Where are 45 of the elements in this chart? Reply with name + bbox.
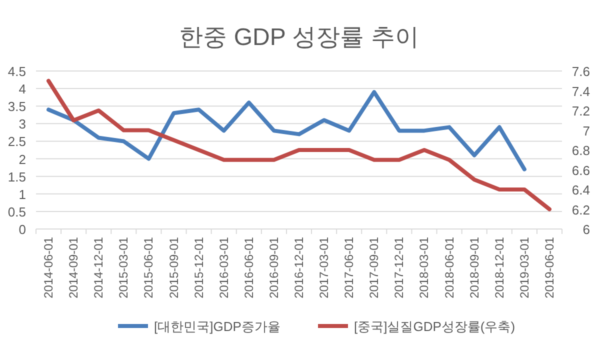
y-tick-label: 2: [18, 152, 26, 167]
line-series: [46, 78, 552, 212]
y2-tick-label: 6.8: [572, 143, 590, 158]
x-tick-label: 2019-03-01: [517, 236, 532, 298]
y-tick-label: 3.5: [8, 99, 26, 114]
x-tick-label: 2014-12-01: [92, 236, 106, 298]
y-tick-label: 4.5: [8, 64, 26, 79]
x-tick-label: 2016-12-01: [292, 236, 306, 298]
x-tick-label: 2014-09-01: [66, 236, 81, 298]
x-tick-label: 2019-06-01: [542, 236, 556, 298]
y-tick-label: 4: [18, 82, 26, 97]
y2-tick-label: 6.4: [572, 182, 590, 198]
x-tick-label: 2018-03-01: [417, 236, 432, 298]
x-tick-label: 2015-03-01: [116, 236, 131, 298]
x-tick-label: 2017-03-01: [317, 236, 332, 298]
x-tick-label: 2015-09-01: [166, 236, 181, 298]
x-tick-label: 2014-06-01: [42, 236, 56, 298]
y2-tick-label: 7.2: [572, 104, 590, 118]
y-tick-label: 1.5: [8, 169, 26, 184]
legend-label: [중국]실질GDP성장률(우축): [354, 319, 516, 334]
x-tick-label: 2017-06-01: [342, 236, 356, 298]
y2-tick-label: 7.4: [572, 84, 590, 99]
x-tick-label: 2016-06-01: [242, 236, 256, 298]
chart-title: 한중 GDP 성장률 추이: [179, 24, 419, 51]
y2-tick-label: 7: [582, 123, 590, 138]
x-tick-label: 2018-09-01: [467, 236, 482, 298]
y-tick-label: 1: [18, 186, 26, 202]
y-tick-label: 0.5: [8, 204, 26, 220]
y2-tick-label: 6.6: [572, 162, 590, 178]
x-tick-label: 2018-06-01: [442, 236, 456, 298]
y-tick-label: 2.5: [8, 134, 26, 150]
y2-tick-label: 6: [582, 222, 590, 237]
x-tick-label: 2016-03-01: [216, 236, 231, 298]
x-tick-label: 2017-09-01: [367, 236, 382, 298]
x-tick-label: 2018-12-01: [492, 236, 506, 298]
x-tick-label: 2015-12-01: [192, 236, 206, 298]
x-tick-label: 2015-06-01: [142, 236, 156, 298]
line-series: [46, 90, 526, 172]
x-tick-label: 2017-12-01: [392, 236, 406, 298]
legend-label: [대한민국]GDP증가율: [154, 319, 280, 334]
y-tick-label: 3: [18, 116, 26, 132]
x-tick-label: 2016-09-01: [266, 236, 281, 298]
y-tick-label: 0: [18, 222, 26, 237]
y2-tick-label: 6.2: [572, 202, 590, 218]
y2-tick-label: 7.6: [572, 64, 590, 79]
